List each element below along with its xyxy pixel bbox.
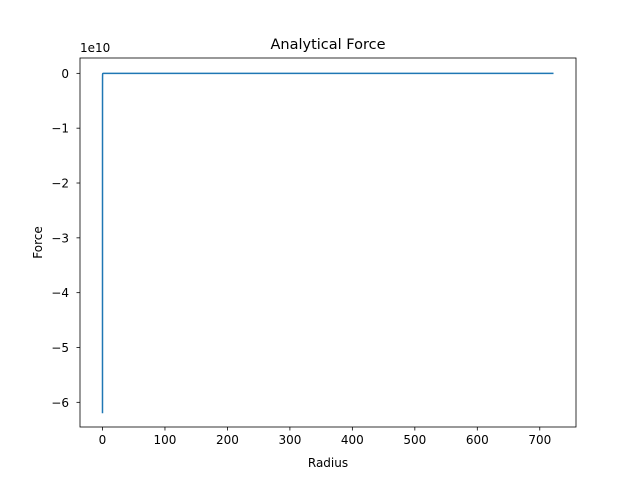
y-tick-label: −4	[51, 286, 69, 300]
y-axis-ticks: 0 −1 −2 −3 −4 −5 −6	[51, 67, 80, 410]
y-tick-label: −1	[51, 122, 69, 136]
y-axis-offset-label: 1e10	[80, 41, 110, 55]
x-tick-label: 0	[99, 433, 107, 447]
y-tick-label: −2	[51, 177, 69, 191]
series-layer	[101, 72, 554, 414]
x-tick-label: 200	[216, 433, 239, 447]
series-line-0	[101, 72, 554, 414]
y-tick-label: −3	[51, 231, 69, 245]
x-tick-label: 100	[154, 433, 177, 447]
y-axis-title: Force	[31, 226, 45, 258]
x-axis-ticks: 0 100 200 300 400 500 600 700	[99, 427, 551, 447]
y-tick-label: −6	[51, 396, 69, 410]
plot-area	[80, 58, 576, 427]
y-tick-label: −5	[51, 341, 69, 355]
x-tick-label: 400	[341, 433, 364, 447]
y-tick-label: 0	[61, 67, 69, 81]
chart-title: Analytical Force	[270, 37, 385, 53]
x-tick-label: 300	[278, 433, 301, 447]
x-tick-label: 700	[528, 433, 551, 447]
x-tick-label: 500	[403, 433, 426, 447]
x-axis-title: Radius	[308, 456, 348, 470]
plot-frame	[79, 57, 577, 428]
x-tick-label: 600	[466, 433, 489, 447]
